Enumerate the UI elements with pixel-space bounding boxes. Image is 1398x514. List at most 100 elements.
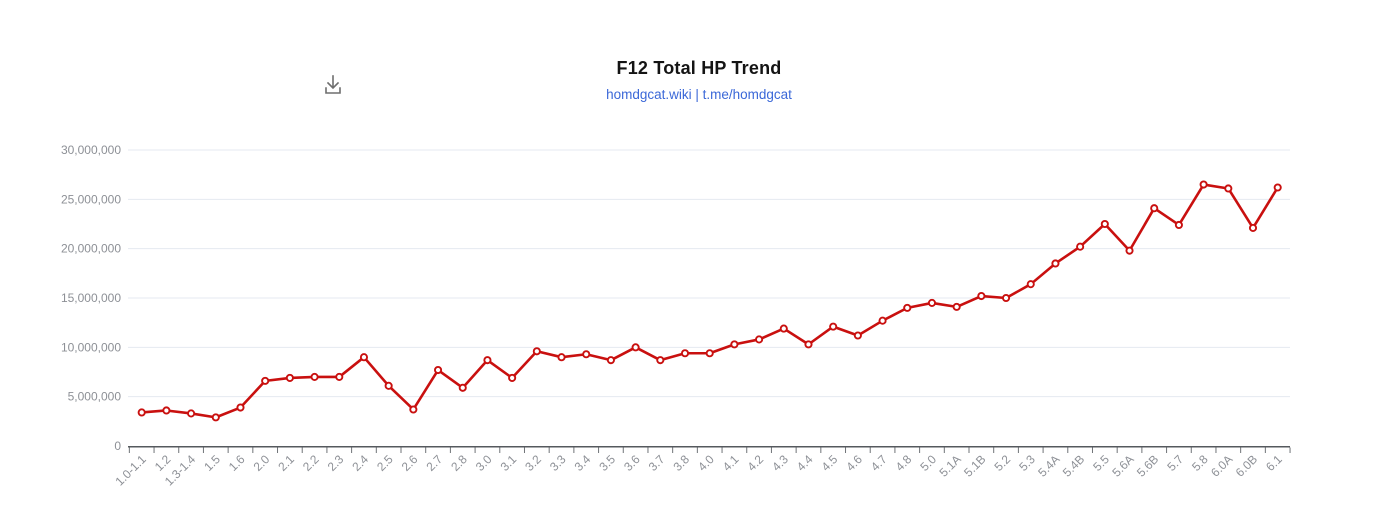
x-axis-tick-label: 2.4 [349, 452, 371, 474]
chart-title: F12 Total HP Trend [616, 58, 782, 78]
data-point-marker[interactable] [582, 350, 591, 359]
data-point-marker[interactable] [483, 356, 492, 365]
data-point-marker[interactable] [631, 343, 640, 352]
x-axis-tick-label: 5.4A [1035, 452, 1062, 479]
data-point-marker[interactable] [211, 413, 220, 422]
x-axis-tick-label: 4.7 [868, 452, 890, 474]
y-axis-tick-label: 25,000,000 [61, 192, 121, 206]
data-point-marker[interactable] [1026, 280, 1035, 289]
download-icon [325, 75, 341, 94]
data-point-marker[interactable] [829, 322, 838, 331]
x-axis-tick-label: 4.5 [819, 452, 841, 474]
data-point-marker[interactable] [458, 383, 467, 392]
data-point-marker[interactable] [285, 373, 294, 382]
x-axis-tick-label: 1.6 [226, 452, 248, 474]
data-point-marker[interactable] [878, 316, 887, 325]
download-button[interactable] [318, 70, 348, 100]
chart-subtitle: homdgcat.wiki | t.me/homdgcat [606, 87, 792, 102]
data-point-marker[interactable] [433, 365, 443, 375]
data-point-marker[interactable] [1051, 259, 1060, 268]
x-axis-tick-label: 3.8 [670, 452, 692, 474]
data-point-marker[interactable] [804, 340, 813, 349]
x-axis-tick-label: 1.0-1.1 [113, 452, 150, 489]
data-point-marker[interactable] [730, 340, 739, 349]
data-point-marker[interactable] [1273, 183, 1282, 192]
x-axis-tick-label: 3.1 [498, 452, 520, 474]
data-point-marker[interactable] [310, 372, 319, 381]
x-axis-tick-label: 5.1B [961, 452, 988, 479]
x-axis-tick-label: 3.0 [473, 452, 495, 474]
data-point-marker[interactable] [1224, 184, 1233, 193]
data-point-marker[interactable] [1150, 204, 1159, 213]
x-axis-tick-label: 5.7 [1164, 452, 1186, 474]
data-point-marker[interactable] [1174, 220, 1183, 230]
x-axis-tick-label: 5.2 [991, 452, 1013, 474]
x-axis-tick-label: 3.3 [547, 452, 569, 474]
data-point-marker[interactable] [1076, 242, 1085, 251]
data-point-marker[interactable] [1248, 223, 1258, 232]
data-point-marker[interactable] [927, 298, 937, 307]
x-axis-tick-label: 4.3 [769, 452, 791, 474]
data-point-marker[interactable] [952, 302, 961, 311]
data-point-marker[interactable] [903, 303, 912, 312]
x-axis-tick-label: 1.5 [201, 452, 223, 474]
x-axis-tick-label: 6.0B [1233, 452, 1260, 479]
data-point-marker[interactable] [1199, 180, 1208, 189]
x-axis-tick-label: 2.2 [300, 452, 322, 474]
x-axis-tick-label: 2.6 [399, 452, 421, 474]
data-point-marker[interactable] [1001, 293, 1011, 303]
hp-trend-line [140, 183, 1279, 419]
x-axis-tick-label: 5.6B [1134, 452, 1161, 479]
x-axis-tick-label: 5.6A [1109, 452, 1136, 479]
x-axis-tick-label: 5.1A [936, 452, 963, 479]
x-axis-tick-label: 3.6 [621, 452, 643, 474]
x-axis-tick-label: 4.2 [745, 452, 767, 474]
data-point-marker[interactable] [162, 406, 171, 415]
x-axis-tick-label: 2.3 [325, 452, 347, 474]
data-point-marker[interactable] [656, 356, 665, 365]
x-axis-tick-label: 3.4 [572, 452, 594, 474]
x-axis-tick-label: 6.0A [1208, 452, 1235, 479]
data-point-marker[interactable] [261, 376, 270, 385]
x-axis-tick-label: 4.0 [695, 452, 717, 474]
x-axis-tick-label: 2.5 [374, 452, 396, 474]
data-point-marker[interactable] [508, 373, 517, 382]
x-axis-tick-label: 4.8 [893, 452, 915, 474]
data-point-marker[interactable] [236, 403, 245, 412]
y-axis-tick-label: 0 [114, 439, 121, 453]
data-point-marker[interactable] [359, 353, 369, 362]
data-point-marker[interactable] [187, 409, 196, 418]
y-axis-tick-label: 30,000,000 [61, 143, 121, 157]
y-axis-tick-label: 15,000,000 [61, 291, 121, 305]
data-point-marker[interactable] [1100, 219, 1109, 229]
x-axis-tick-label: 2.1 [275, 452, 297, 474]
y-axis-tick-label: 20,000,000 [61, 242, 121, 256]
data-point-marker[interactable] [755, 335, 764, 344]
x-axis-tick-label: 5.4B [1060, 452, 1087, 479]
x-axis-tick-label: 4.6 [843, 452, 865, 474]
data-point-marker[interactable] [557, 353, 566, 362]
data-point-marker[interactable] [779, 324, 788, 333]
data-point-marker[interactable] [705, 349, 714, 358]
x-axis-tick-label: 4.4 [794, 452, 816, 474]
x-axis-tick-label: 2.8 [448, 452, 470, 474]
data-point-marker[interactable] [384, 381, 393, 390]
y-axis-tick-label: 10,000,000 [61, 340, 121, 354]
data-point-marker[interactable] [853, 331, 862, 340]
x-axis-tick-label: 2.0 [251, 452, 273, 474]
y-axis-tick-label: 5,000,000 [68, 390, 122, 404]
data-point-marker[interactable] [606, 356, 615, 365]
data-point-marker[interactable] [1125, 246, 1134, 255]
x-axis-tick-label: 6.1 [1263, 452, 1285, 474]
data-point-marker[interactable] [335, 372, 344, 381]
x-axis-tick-label: 3.7 [646, 452, 668, 474]
x-axis-tick-label: 2.7 [423, 452, 445, 474]
data-point-marker[interactable] [977, 291, 986, 301]
data-point-marker[interactable] [409, 405, 418, 414]
data-point-marker[interactable] [137, 408, 146, 417]
data-point-marker[interactable] [680, 349, 690, 358]
data-point-marker[interactable] [532, 347, 541, 356]
x-axis-tick-label: 4.1 [720, 452, 742, 474]
